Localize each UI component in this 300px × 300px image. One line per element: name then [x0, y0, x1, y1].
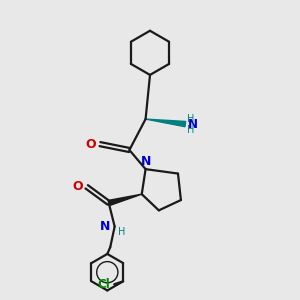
Text: O: O	[73, 180, 83, 193]
Text: O: O	[86, 138, 96, 151]
Polygon shape	[146, 119, 186, 127]
Text: N: N	[100, 220, 110, 233]
Polygon shape	[108, 194, 142, 206]
Text: N: N	[188, 118, 197, 130]
Text: H: H	[118, 227, 126, 237]
Text: N: N	[140, 155, 151, 168]
Text: Cl: Cl	[97, 278, 110, 291]
Text: H: H	[188, 125, 195, 135]
Text: H: H	[188, 114, 195, 124]
